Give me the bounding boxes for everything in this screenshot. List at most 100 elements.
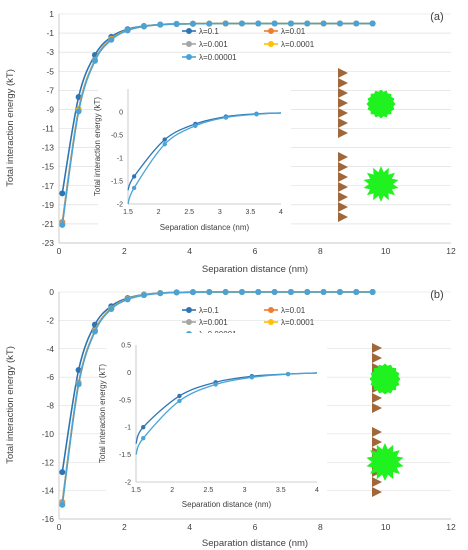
data-point <box>320 289 327 295</box>
smooth-particle-icon <box>369 363 401 395</box>
y-tick-label: -19 <box>42 200 55 210</box>
legend-label: λ=0.0001 <box>281 40 315 49</box>
y-axis-title: Total interaction energy (kT) <box>5 69 16 187</box>
inset-data-point <box>131 174 137 179</box>
inset-x-tick-label: 2 <box>157 209 161 216</box>
x-tick-label: 8 <box>318 522 323 532</box>
x-axis-title: Separation distance (nm) <box>202 538 308 549</box>
inset-data-point <box>249 375 255 380</box>
y-tick-label: -23 <box>42 238 55 248</box>
legend-label: λ=0.00001 <box>199 53 237 62</box>
legend-swatch-marker <box>268 28 274 34</box>
inset-data-point <box>285 371 291 377</box>
legend-item: λ=0.00001 <box>182 53 237 62</box>
rough-particle-icon <box>363 166 399 202</box>
data-point <box>271 289 278 295</box>
inset-chart: 0.5 0 -0.5 -1 -1.5 -21.5 2 2.5 3 3.5 4 Separation d… <box>98 333 327 510</box>
inset-data-point <box>141 435 146 441</box>
data-point <box>59 221 66 228</box>
data-point <box>140 292 147 299</box>
y-tick-label: -11 <box>42 124 54 134</box>
legend-swatch-marker <box>186 54 192 60</box>
data-point <box>91 328 98 335</box>
legend-swatch-marker <box>186 307 192 313</box>
x-tick-label: 12 <box>446 522 456 532</box>
inset-x-tick-label: 2.5 <box>204 487 214 494</box>
data-point <box>304 289 311 295</box>
inset-data-point <box>177 398 182 404</box>
data-point <box>59 501 66 508</box>
inset-x-tick-label: 4 <box>315 487 319 494</box>
y-tick-label: -8 <box>46 401 54 411</box>
panel-label: (a) <box>430 11 443 23</box>
data-point <box>255 289 262 295</box>
inset-x-tick-label: 4 <box>279 209 283 216</box>
panel-b: 0-2-4-6-8-10-12-14-160 2 4 6 8 10 12Separation… <box>5 287 456 549</box>
y-tick-label: -13 <box>42 143 55 153</box>
data-point <box>140 23 147 30</box>
inset-y-tick-label: 0 <box>119 110 123 117</box>
inset-data-point <box>141 425 146 430</box>
legend-swatch-marker <box>186 319 192 325</box>
data-point <box>59 469 66 476</box>
inset-y-tick-label: -2 <box>125 480 131 487</box>
data-point <box>124 296 131 303</box>
data-point <box>304 20 311 27</box>
data-point <box>189 289 196 296</box>
data-point <box>353 20 360 27</box>
y-tick-label: -17 <box>42 181 55 191</box>
panel-a: 1-1-3-5-7-9-11-13-15-17-19-21-230 2 4 6 8 10 1… <box>5 9 456 275</box>
data-point <box>222 289 229 295</box>
legend-item: λ=0.001 <box>182 40 228 49</box>
inset-y-tick-label: -1.5 <box>111 179 123 186</box>
data-point <box>189 20 196 27</box>
data-point <box>320 20 327 27</box>
data-point <box>108 36 115 43</box>
legend-label: λ=0.0001 <box>281 318 315 327</box>
legend-item: λ=0.01 <box>264 306 306 315</box>
inset-x-tick-label: 3.5 <box>276 487 286 494</box>
x-tick-label: 8 <box>318 246 323 256</box>
data-point <box>91 57 98 64</box>
data-point <box>206 289 213 295</box>
y-tick-label: -10 <box>42 429 55 439</box>
y-tick-label: 0 <box>49 287 54 297</box>
x-tick-label: 6 <box>253 522 258 532</box>
data-point <box>287 289 294 295</box>
inset-data-point <box>254 112 259 117</box>
data-point <box>108 306 115 313</box>
y-tick-label: -3 <box>46 47 54 57</box>
x-tick-label: 4 <box>187 522 192 532</box>
inset-data-point <box>162 142 167 147</box>
data-point <box>336 289 343 295</box>
inset-x-tick-label: 2 <box>170 487 174 494</box>
legend-swatch-marker <box>186 28 192 34</box>
x-tick-label: 0 <box>57 246 62 256</box>
x-tick-label: 2 <box>122 522 127 532</box>
x-tick-label: 2 <box>122 246 127 256</box>
data-point <box>75 108 82 115</box>
inset-data-point <box>131 185 137 191</box>
inset-x-tick-label: 3 <box>243 487 247 494</box>
legend-label: λ=0.001 <box>199 318 228 327</box>
inset-y-axis-title: Total interaction energy (kT) <box>98 364 107 463</box>
legend-label: λ=0.1 <box>199 27 219 36</box>
data-point <box>173 289 180 296</box>
data-point <box>157 21 164 28</box>
inset-x-tick-label: 3.5 <box>246 209 256 216</box>
legend-label: λ=0.01 <box>281 306 306 315</box>
schematic <box>338 68 399 222</box>
inset-y-tick-label: 0.5 <box>121 343 131 350</box>
y-tick-label: -21 <box>42 219 55 229</box>
inset-background <box>98 77 291 232</box>
x-tick-label: 6 <box>253 246 258 256</box>
inset-data-point <box>223 115 229 120</box>
y-tick-label: -2 <box>46 315 54 325</box>
inset-data-point <box>177 393 182 399</box>
schematic <box>366 343 404 497</box>
data-point <box>336 20 343 27</box>
inset-x-tick-label: 2.5 <box>184 209 194 216</box>
inset-y-axis-title: Total interaction energy (kT) <box>93 97 102 196</box>
y-tick-label: -14 <box>42 486 55 496</box>
